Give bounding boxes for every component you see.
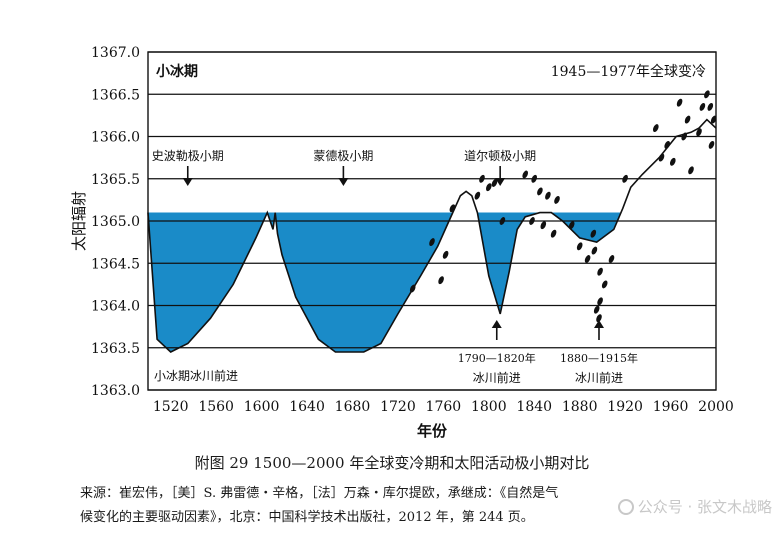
data-point [540,221,547,230]
source-line-1: 来源：崔宏伟，［美］S. 弗雷德・辛格，［法］万森・库尔提欧，承继成：《自然是气 [80,486,559,501]
data-point [449,204,456,213]
glacier-advance-text: 冰川前进 [473,370,521,385]
data-point [531,174,538,183]
watermark-text: 公众号 · 张文木战略 [637,498,772,516]
x-tick-label: 1800 [471,399,507,415]
x-tick-label: 1760 [426,399,462,415]
y-tick-label: 1364.5 [91,256,140,272]
data-point [681,132,688,141]
x-tick-label: 1680 [335,399,371,415]
glacier-arrow-head [491,320,502,328]
x-tick-label: 1560 [198,399,234,415]
data-point [438,276,444,285]
data-point [593,305,600,314]
y-axis-label: 太阳辐射 [70,191,88,251]
data-point [608,255,615,263]
data-point [601,280,608,289]
data-point [491,179,498,187]
data-point [707,102,714,111]
glacier-years-label: 1880—1915年 [560,351,638,365]
data-point [710,115,717,124]
data-point [596,314,602,323]
data-point [576,242,583,251]
data-point [584,255,591,263]
x-tick-label: 2000 [698,399,734,415]
y-tick-label: 1366.0 [91,130,140,146]
minimum-arrow-head [338,178,349,186]
data-point [622,174,628,183]
data-point [696,128,702,137]
minimum-label: 道尔顿极小期 [464,148,536,163]
data-point [474,191,481,200]
data-point [485,183,492,192]
cooling-period-label: 1945—1977年全球变冷 [551,63,706,80]
y-tick-label: 1366.5 [91,87,140,103]
data-point [529,217,535,225]
wechat-icon [617,499,634,515]
data-point [545,191,551,200]
watermark: 公众号 · 张文木战略 [617,496,772,517]
glacier-years-label: 1790—1820年 [458,351,536,365]
glacier-advance-text: 冰川前进 [575,370,623,385]
data-point [479,174,485,183]
data-point [409,284,416,293]
data-point [591,246,598,255]
plot-frame [147,51,717,391]
data-point [699,102,706,111]
data-point [684,115,691,124]
data-point [688,166,694,175]
data-point [704,90,710,99]
data-point [554,195,560,204]
data-point [522,170,529,179]
x-tick-label: 1520 [153,399,189,415]
data-point [708,140,715,149]
data-point [499,217,506,225]
x-tick-label: 1840 [516,399,552,415]
y-tick-label: 1363.5 [91,341,140,357]
data-point [550,229,557,238]
little-ice-age-label: 小冰期 [156,63,198,80]
figure-caption: 附图 29 1500—2000 年全球变冷期和太阳活动极小期对比 [194,454,590,472]
y-tick-label: 1363.0 [91,383,140,399]
y-tick-label: 1364.0 [91,299,140,315]
data-point [652,124,659,133]
x-tick-label: 1880 [562,399,598,415]
data-point [597,297,603,306]
data-point [676,98,683,107]
x-tick-label: 1600 [244,399,280,415]
data-point [442,250,449,259]
x-axis-label: 年份 [417,422,448,440]
source-line-2: 候变化的主要驱动因素》，北京：中国科学技术出版社，2012 年，第 244 页。 [80,510,534,525]
x-tick-label: 1960 [653,399,689,415]
minimum-arrow-head [495,178,506,186]
glacier-arrow-head [593,320,604,328]
minimum-arrow-head [182,178,193,186]
data-point [429,238,435,247]
data-point [597,267,603,276]
data-point [658,153,665,162]
below-normal-area [148,212,621,352]
y-tick-label: 1367.0 [91,45,140,61]
x-tick-label: 1920 [607,399,643,415]
minimum-label: 史波勒极小期 [152,149,224,163]
x-tick-label: 1640 [289,399,325,415]
data-point [537,187,543,196]
solar-radiation-line [147,118,717,353]
x-tick-label: 1720 [380,399,416,415]
data-point [568,221,575,230]
y-tick-label: 1365.5 [91,172,140,188]
minimum-label: 蒙德极小期 [313,148,373,163]
source-text: 来源：崔宏伟，［美］S. 弗雷德・辛格，［法］万森・库尔提欧，承继成：《自然是气… [80,482,770,530]
data-point [669,157,676,166]
data-point [664,140,671,149]
y-tick-label: 1365.0 [91,214,140,230]
solar-radiation-chart: 1363.0 1363.5 1364.0 1364.5 1365.0 1365.5 1366… [70,45,734,440]
glacier-advance-label: 小冰期冰川前进 [154,368,238,383]
data-point [590,229,597,238]
